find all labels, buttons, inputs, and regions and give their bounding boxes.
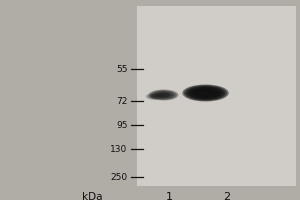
Ellipse shape [146, 93, 164, 100]
Ellipse shape [158, 93, 169, 97]
Ellipse shape [148, 94, 160, 99]
Text: 130: 130 [110, 144, 127, 154]
Ellipse shape [150, 95, 159, 98]
Ellipse shape [186, 86, 225, 100]
Ellipse shape [192, 88, 219, 98]
Ellipse shape [184, 85, 227, 101]
Ellipse shape [152, 95, 158, 98]
Ellipse shape [157, 93, 170, 97]
Ellipse shape [154, 92, 172, 98]
Text: 1: 1 [166, 192, 173, 200]
Ellipse shape [153, 96, 156, 97]
Ellipse shape [195, 89, 216, 97]
Ellipse shape [147, 93, 162, 99]
Ellipse shape [153, 91, 174, 99]
Ellipse shape [150, 90, 177, 100]
Text: 55: 55 [116, 64, 128, 73]
Text: kDa: kDa [82, 192, 102, 200]
Ellipse shape [160, 94, 166, 96]
Text: 95: 95 [116, 120, 128, 130]
Ellipse shape [152, 91, 176, 99]
Text: 250: 250 [110, 172, 127, 182]
Ellipse shape [200, 91, 211, 95]
Ellipse shape [150, 95, 159, 98]
Ellipse shape [156, 92, 171, 98]
Ellipse shape [162, 94, 165, 96]
Ellipse shape [204, 92, 207, 94]
FancyBboxPatch shape [136, 6, 296, 186]
Ellipse shape [189, 87, 222, 99]
Ellipse shape [190, 88, 220, 98]
Ellipse shape [187, 86, 224, 100]
Ellipse shape [194, 89, 217, 97]
Ellipse shape [199, 91, 212, 95]
Text: 72: 72 [116, 97, 128, 106]
Ellipse shape [159, 93, 168, 97]
Text: 2: 2 [223, 192, 230, 200]
Ellipse shape [202, 92, 209, 94]
Ellipse shape [196, 89, 215, 97]
Ellipse shape [182, 84, 229, 102]
Ellipse shape [197, 90, 214, 96]
Ellipse shape [148, 90, 178, 100]
